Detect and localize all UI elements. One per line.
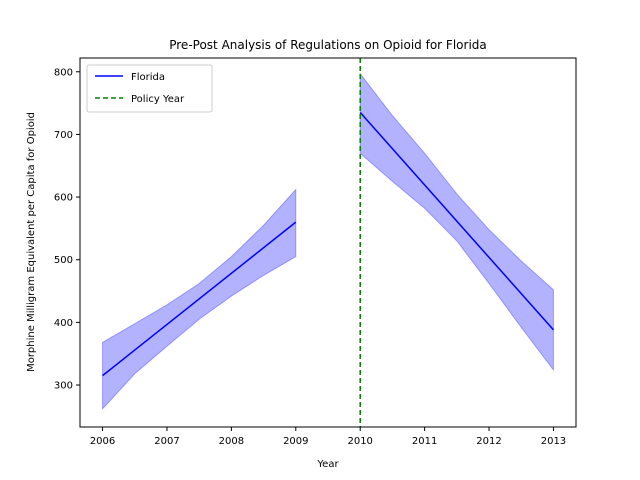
x-tick-label: 2007: [154, 436, 179, 447]
y-tick-label: 600: [54, 193, 73, 204]
x-tick-label: 2010: [347, 436, 372, 447]
x-tick-label: 2011: [412, 436, 437, 447]
legend: Florida Policy Year: [86, 64, 213, 113]
y-tick-label: 300: [54, 381, 73, 392]
y-tick-label: 700: [54, 130, 73, 141]
x-tick-label: 2012: [476, 436, 501, 447]
series-line-segment-1: [102, 221, 297, 377]
x-axis-label: Year: [316, 459, 339, 470]
x-tick-label: 2009: [283, 436, 308, 447]
legend-florida-label: Florida: [131, 72, 165, 83]
legend-policy-label: Policy Year: [131, 94, 185, 105]
x-tick-label: 2008: [219, 436, 244, 447]
x-tick-label: 2006: [90, 436, 115, 447]
x-tick-label: 2013: [541, 436, 566, 447]
chart-title: Pre-Post Analysis of Regulations on Opio…: [169, 38, 487, 52]
y-tick-label: 400: [54, 318, 73, 329]
y-tick-label: 500: [54, 255, 73, 266]
series-line-segment-2: [359, 112, 555, 331]
y-tick-label: 800: [54, 67, 73, 78]
y-axis-label: Morphine Milligram Equivalent per Capita…: [26, 112, 37, 372]
plot-frame: [79, 57, 577, 428]
